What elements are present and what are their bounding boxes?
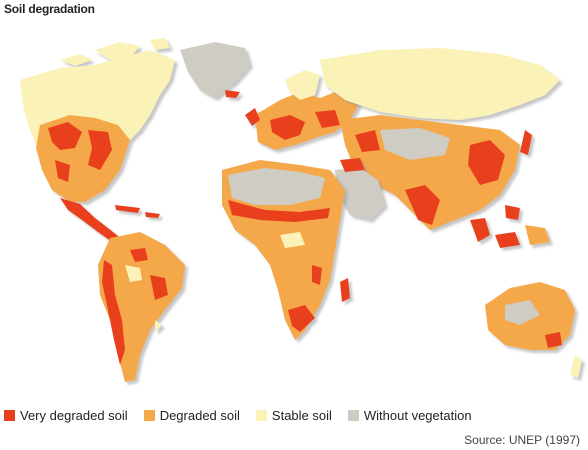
asia-stable [320,48,560,120]
australia-without-vegetation [505,300,540,325]
southern-africa-very-degraded [288,265,322,332]
southeast-asia [470,205,550,248]
sahara [228,168,325,205]
scandinavia [285,70,320,100]
asia-very-degraded [355,130,505,225]
africa-degraded [222,160,345,340]
south-america [98,232,185,382]
australia [485,282,582,378]
legend-item: Stable soil [255,408,332,423]
japan [520,130,532,155]
south-america-very-degraded [102,248,168,365]
legend-label: Without vegetation [363,408,472,423]
south-america-stable [125,265,162,332]
arctic-islands [60,38,170,66]
asia-without-vegetation [380,128,450,160]
caribbean-islands [115,205,160,218]
world-map [20,38,582,382]
legend-swatch [4,410,15,421]
legend-label: Very degraded soil [20,408,128,423]
legend-swatch [347,410,359,421]
central-america-land [60,198,118,242]
greenland [180,42,250,98]
legend-label: Degraded soil [159,408,240,423]
uk-ireland [245,108,260,126]
europe [245,70,360,150]
africa-stable [280,232,305,248]
arabia [335,158,385,220]
australia-very-degraded [545,332,562,348]
new-zealand [570,355,582,378]
north-america-very-degraded [48,122,112,182]
legend-item: Without vegetation [347,408,472,423]
asia [320,48,560,230]
legend-swatch [255,410,267,421]
europe-very-degraded [270,110,340,140]
legend-item: Degraded soil [143,408,240,423]
map-legend: Very degraded soil Degraded soil Stable so… [4,408,488,423]
legend-label: Stable soil [271,408,332,423]
africa [222,160,350,340]
central-america [60,198,160,242]
sahel-very-degraded [228,200,330,222]
legend-item: Very degraded soil [4,408,128,423]
map-title: Soil degradation [4,2,95,16]
north-america [20,38,175,202]
legend-swatch [143,410,155,421]
madagascar [340,278,350,302]
source-note: Source: UNEP (1997) [464,433,580,447]
